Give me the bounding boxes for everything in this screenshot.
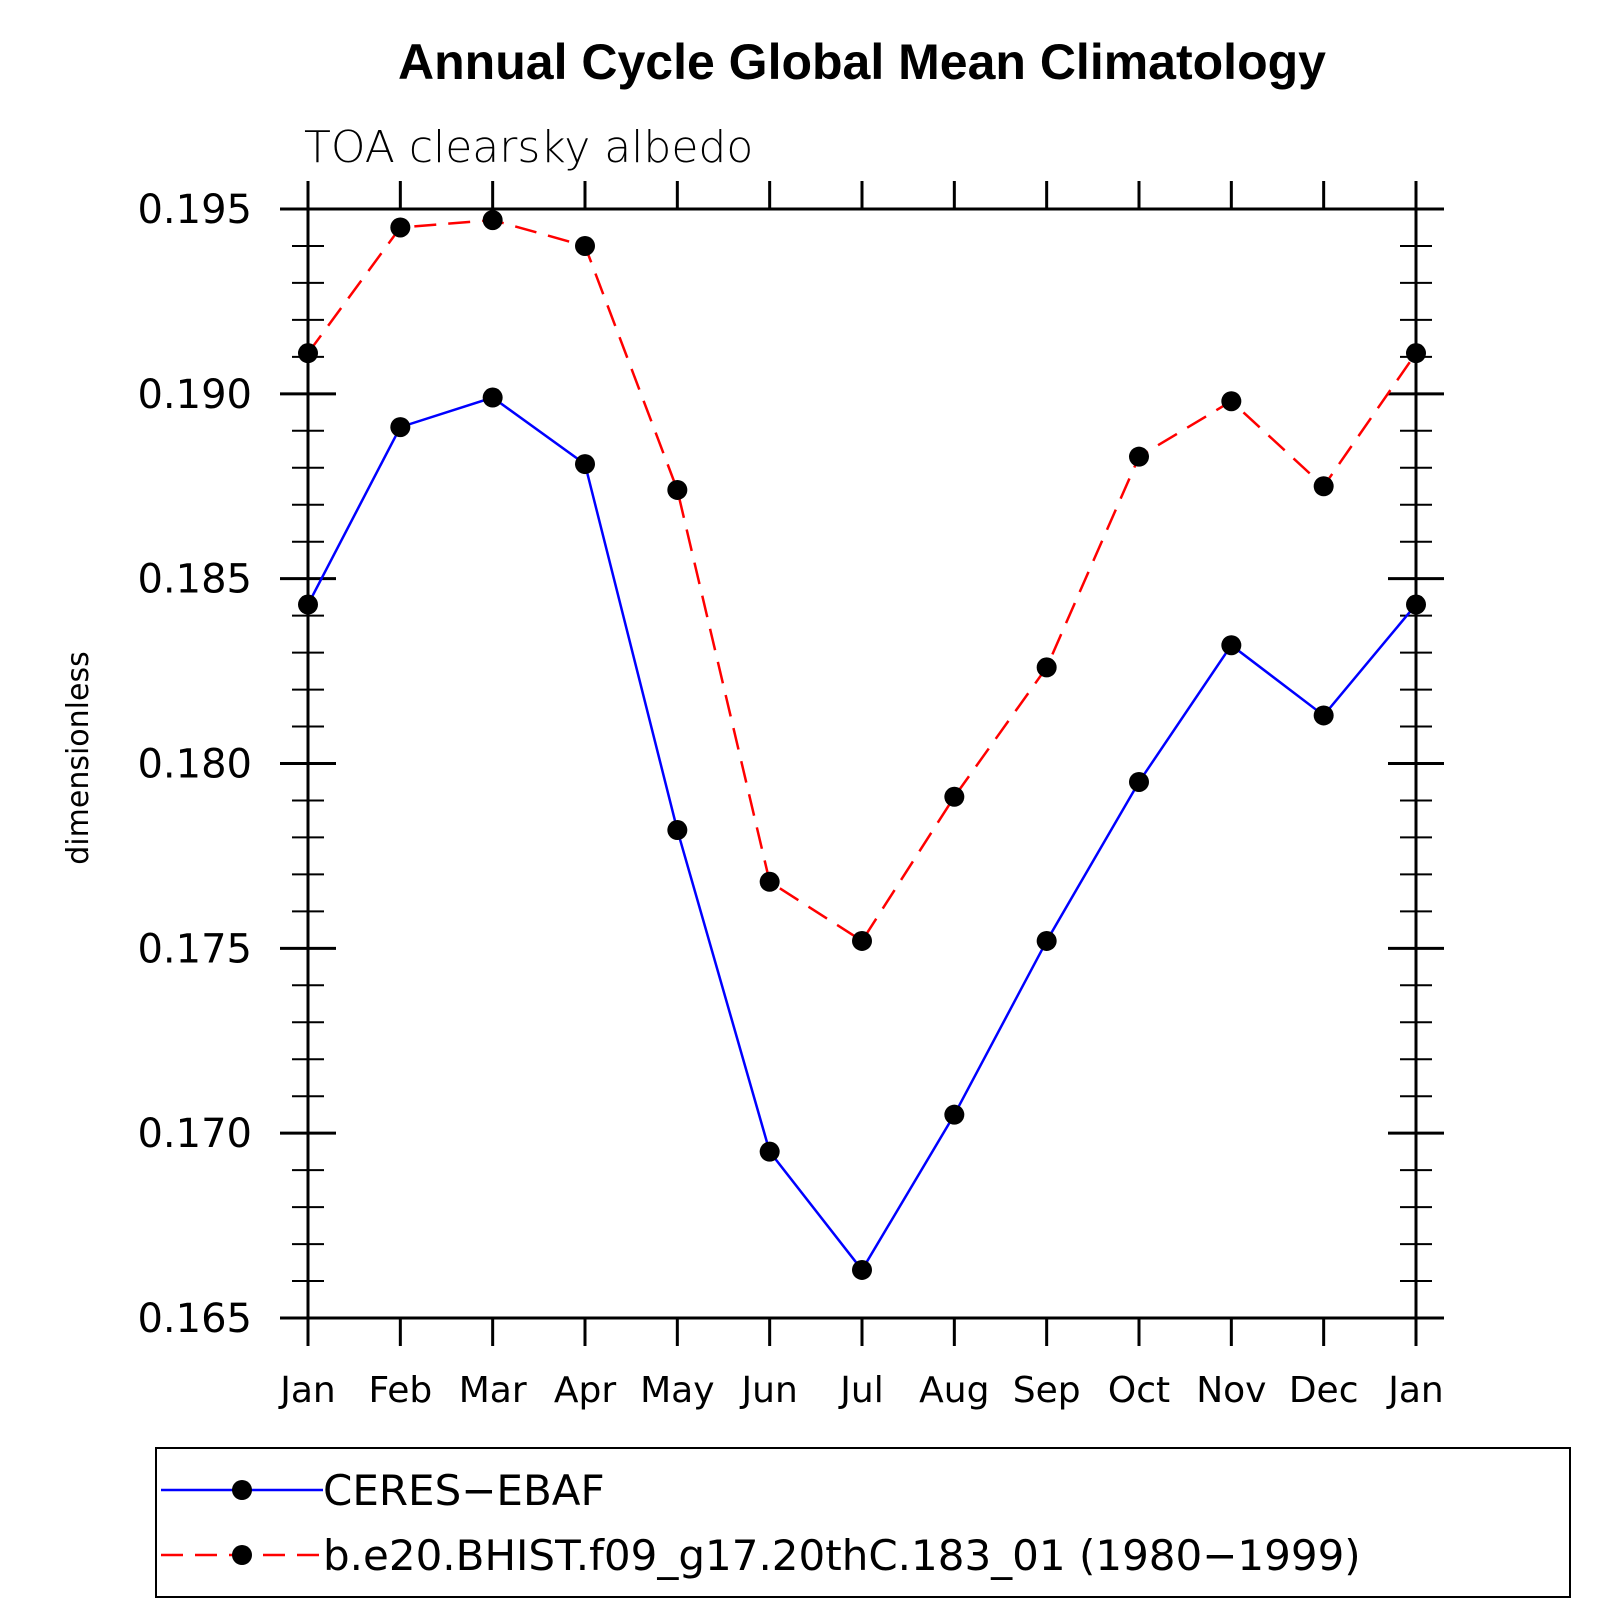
series-layer xyxy=(298,210,1426,1280)
legend-swatch-marker xyxy=(232,1480,252,1500)
y-tick-labels: 0.165 0.170 0.175 0.180 0.185 0.190 0.195 xyxy=(137,187,252,1342)
y-tick-label: 0.170 xyxy=(137,1111,252,1157)
x-tick-label: Nov xyxy=(1196,1370,1266,1411)
data-point xyxy=(1313,476,1334,497)
legend-box xyxy=(155,1447,1571,1598)
plot-frame xyxy=(306,207,1418,1320)
x-tick-label: Sep xyxy=(1013,1370,1081,1411)
y-axis-label: dimensionless xyxy=(61,651,96,864)
data-point xyxy=(1036,657,1057,678)
x-tick-label: Dec xyxy=(1289,1370,1359,1411)
y-tick-label: 0.185 xyxy=(137,557,252,603)
legend-series-name: CERES−EBAF xyxy=(323,1466,605,1515)
x-tick-label: Mar xyxy=(459,1370,527,1411)
data-point xyxy=(1036,930,1057,951)
data-point xyxy=(1221,391,1242,412)
y-tick-label: 0.180 xyxy=(137,742,252,788)
data-point xyxy=(482,210,503,231)
chart-title: Annual Cycle Global Mean Climatology xyxy=(398,34,1326,90)
data-point xyxy=(759,1141,780,1162)
x-tick-label: Oct xyxy=(1108,1370,1170,1411)
axis-ticks xyxy=(280,181,1444,1346)
data-point xyxy=(1129,771,1149,792)
y-tick-label: 0.175 xyxy=(137,926,252,972)
data-point xyxy=(1221,635,1242,656)
data-point xyxy=(298,343,318,364)
data-point xyxy=(852,1259,872,1280)
x-tick-label: Jan xyxy=(278,1370,336,1411)
data-point xyxy=(1129,446,1149,467)
data-point xyxy=(482,387,503,408)
chart-subtitle: TOA clearsky albedo xyxy=(304,122,753,173)
y-tick-label: 0.165 xyxy=(137,1296,252,1342)
x-tick-label: May xyxy=(640,1370,714,1411)
data-point xyxy=(1406,343,1426,364)
data-point xyxy=(667,820,688,841)
y-tick-label: 0.195 xyxy=(137,187,252,233)
x-tick-label: Feb xyxy=(368,1370,432,1411)
data-point xyxy=(575,235,595,256)
legend: CERES−EBAF b.e20.BHIST.f09_g17.20thC.183… xyxy=(155,1447,1571,1598)
x-tick-label: Apr xyxy=(554,1370,616,1411)
data-point xyxy=(759,871,780,892)
x-tick-label: Jan xyxy=(1386,1370,1444,1411)
x-tick-label: Jul xyxy=(838,1370,883,1411)
data-point xyxy=(298,594,318,615)
legend-swatch-marker xyxy=(232,1545,252,1565)
data-point xyxy=(944,786,965,807)
data-point xyxy=(575,454,595,475)
data-point xyxy=(1406,594,1426,615)
data-point xyxy=(667,479,688,500)
data-point xyxy=(1313,705,1334,726)
data-point xyxy=(944,1104,965,1125)
series-line xyxy=(306,396,1417,1273)
x-tick-label: Aug xyxy=(919,1370,989,1411)
y-tick-label: 0.190 xyxy=(137,372,252,418)
data-point xyxy=(852,930,872,951)
legend-series-name: b.e20.BHIST.f09_g17.20thC.183_01 (1980−1… xyxy=(323,1531,1361,1580)
x-tick-labels: Jan Feb Mar Apr May Jun Jul Aug Sep Oct Nov Dec Jan xyxy=(278,1370,1444,1411)
data-point xyxy=(390,217,411,238)
x-tick-label: Jun xyxy=(740,1370,798,1411)
data-point xyxy=(390,417,411,438)
series-line xyxy=(306,218,1418,943)
